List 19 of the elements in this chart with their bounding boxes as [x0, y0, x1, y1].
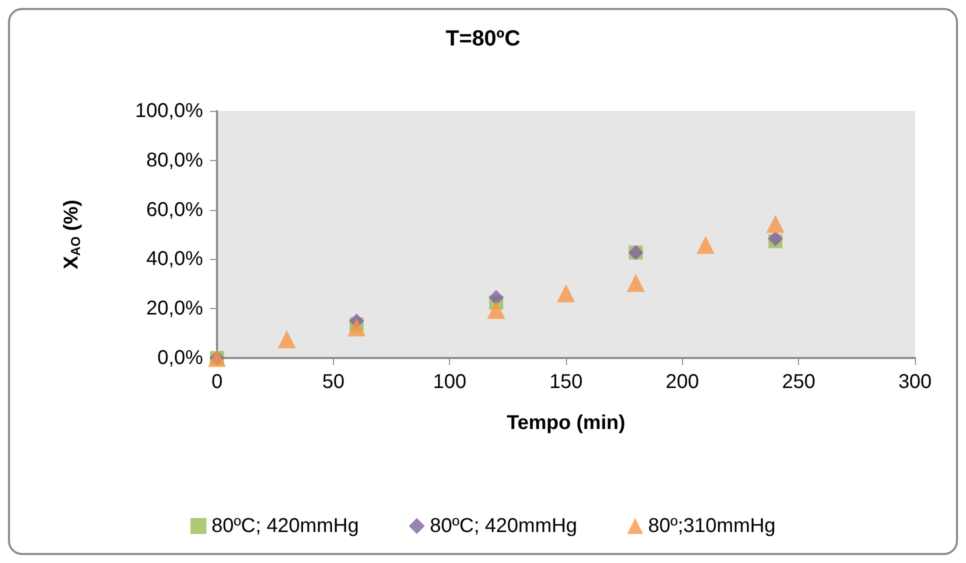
y-tick-label: 100,0% — [135, 100, 204, 122]
x-tick-label: 300 — [898, 371, 932, 393]
x-tick-label: 50 — [322, 371, 344, 393]
chart-title: T=80ºC — [446, 26, 520, 50]
legend-label: 80ºC; 420mmHg — [211, 515, 359, 537]
y-tick-label: 0,0% — [157, 347, 204, 369]
x-axis-title: Tempo (min) — [506, 412, 626, 434]
y-axis-title: XAO (%) — [60, 200, 83, 270]
y-tick-label: 80,0% — [146, 149, 204, 172]
y-tick-label: 60,0% — [146, 198, 204, 221]
y-tick-label: 40,0% — [146, 248, 204, 270]
legend-label: 80º;310mmHg — [648, 515, 776, 537]
x-tick-label: 150 — [549, 371, 583, 393]
x-tick-label: 0 — [211, 371, 223, 393]
x-tick-label: 250 — [782, 371, 816, 393]
x-tick-label: 100 — [432, 371, 466, 393]
y-tick-label: 20,0% — [146, 298, 204, 320]
x-tick-label: 200 — [666, 371, 700, 393]
legend-label: 80ºC; 420mmHg — [430, 515, 578, 537]
